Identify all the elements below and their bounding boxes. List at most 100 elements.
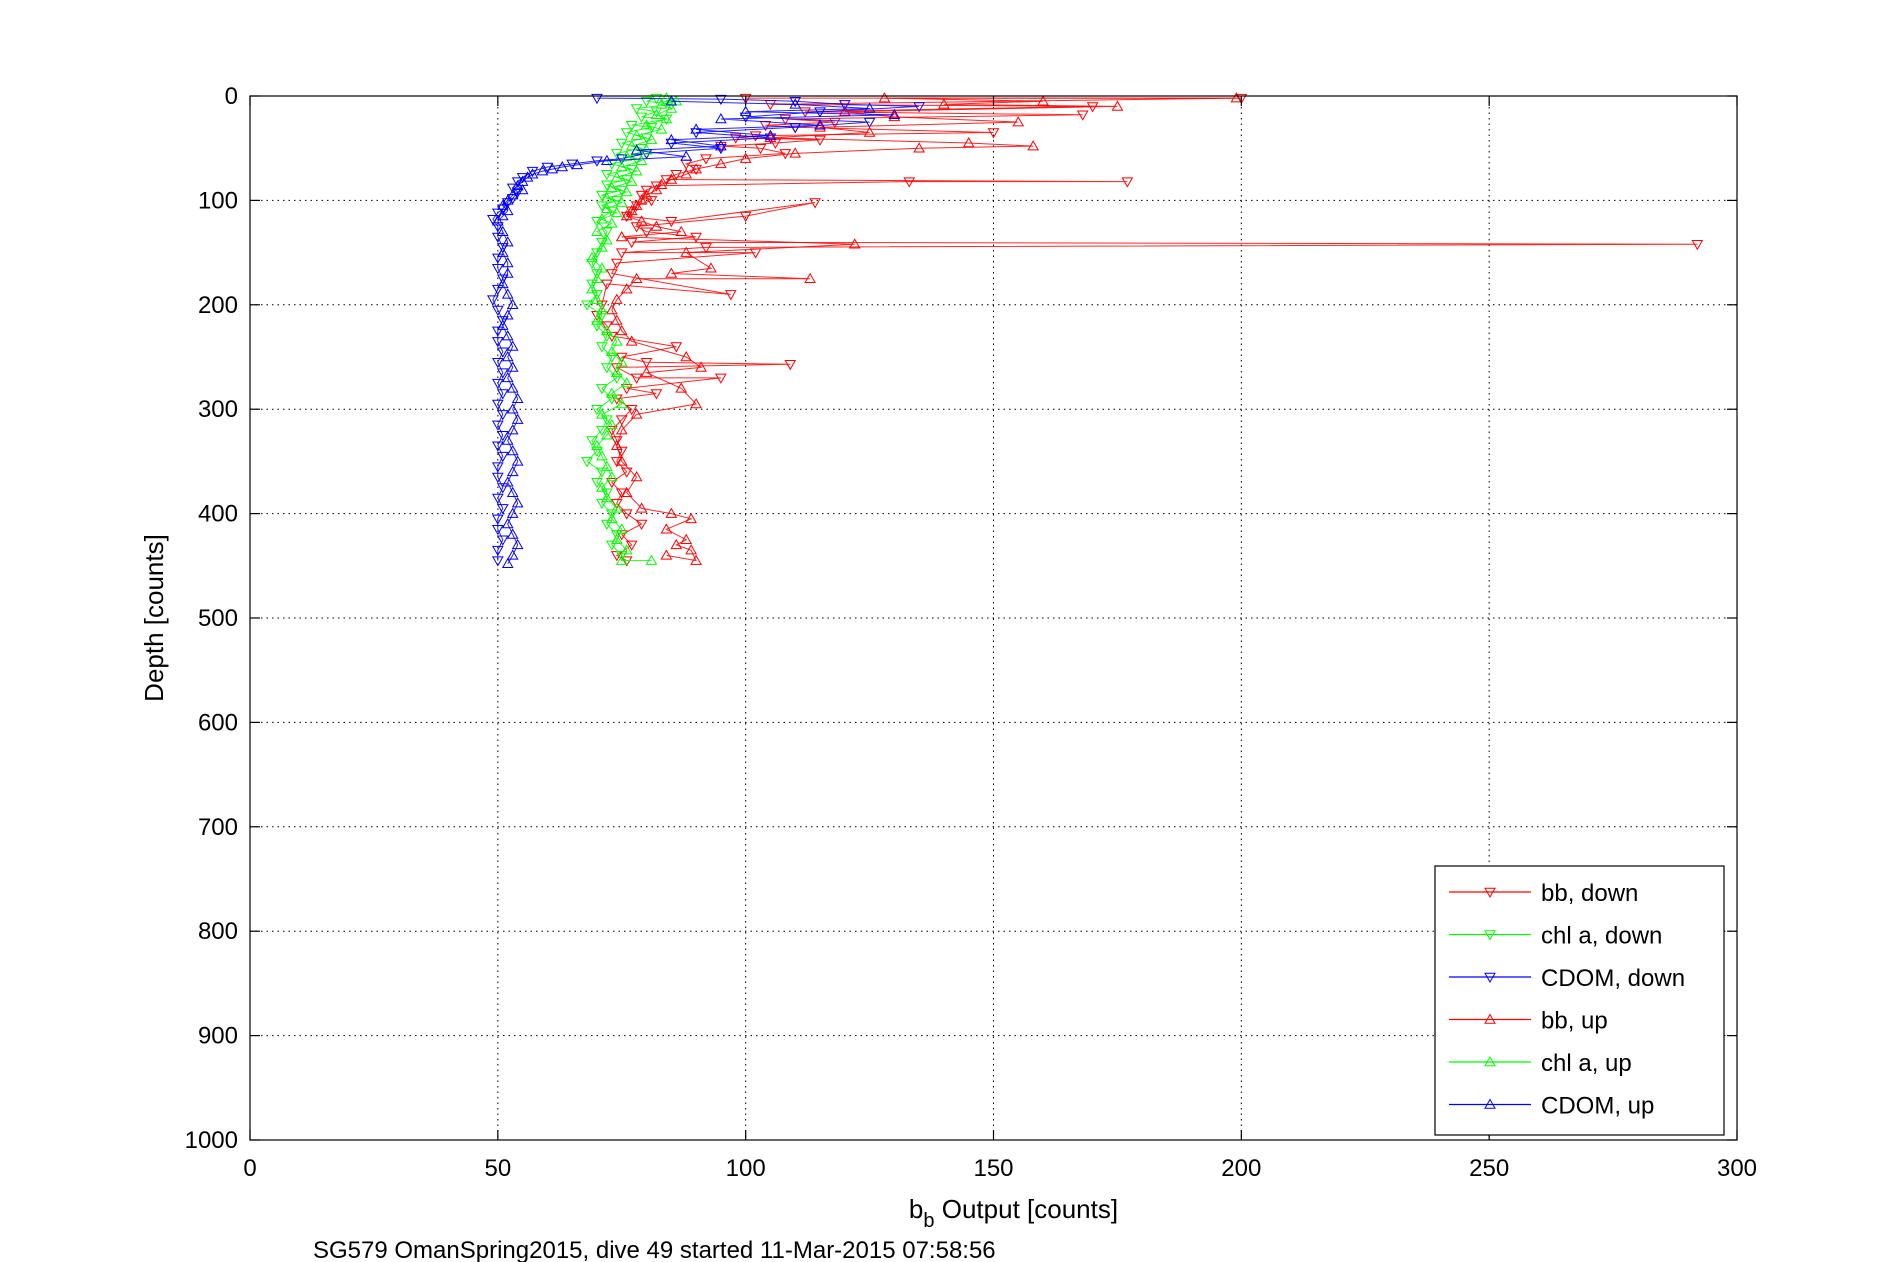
data-point (620, 377, 633, 388)
data-point (645, 133, 658, 145)
data-point (625, 175, 638, 186)
data-point (779, 114, 792, 125)
data-point (620, 467, 633, 478)
data-point (496, 246, 509, 257)
data-point (987, 128, 1000, 139)
x-tick-label: 100 (726, 1155, 766, 1182)
data-point (596, 213, 608, 224)
data-point (620, 384, 633, 395)
data-point (586, 251, 598, 263)
data-point (511, 413, 524, 424)
legend-marker (1484, 887, 1496, 899)
data-point (501, 288, 514, 299)
data-point (630, 201, 643, 212)
data-point (660, 112, 673, 124)
data-point (496, 535, 509, 546)
data-point (491, 525, 504, 536)
data-point (581, 300, 593, 311)
data-point (605, 269, 618, 280)
data-point (506, 382, 519, 393)
data-point (591, 272, 603, 283)
data-point (829, 117, 841, 129)
legend-item: bb, up (1449, 1008, 1608, 1035)
data-point (501, 518, 514, 529)
data-point (615, 455, 628, 466)
data-point (690, 232, 702, 243)
data-point (625, 204, 638, 216)
series-4 (586, 92, 683, 565)
data-point (511, 497, 524, 508)
data-point (630, 199, 643, 210)
legend-marker (1484, 930, 1496, 941)
legend-label: CDOM, up (1541, 1093, 1654, 1120)
data-point (640, 357, 653, 369)
data-point (1111, 100, 1124, 111)
data-point (739, 211, 752, 223)
data-point (491, 357, 504, 369)
data-point (491, 462, 504, 473)
legend-item: chl a, down (1449, 923, 1662, 950)
data-point (715, 112, 727, 124)
data-point (665, 267, 678, 278)
data-point (680, 350, 693, 362)
data-point (496, 368, 509, 379)
data-point (591, 93, 603, 105)
data-point (640, 185, 653, 196)
data-point (620, 556, 633, 567)
data-point (784, 360, 797, 371)
data-point (501, 330, 514, 341)
data-point (1691, 239, 1704, 251)
data-point (496, 277, 509, 289)
data-point (615, 160, 628, 172)
data-point (615, 446, 628, 457)
series-line (497, 100, 895, 564)
data-point (506, 549, 519, 560)
data-point (501, 236, 514, 247)
data-point (789, 147, 802, 158)
data-point (690, 164, 702, 176)
data-point (615, 397, 628, 409)
data-point (660, 175, 673, 186)
data-point (501, 371, 514, 383)
data-point (506, 298, 519, 310)
data-point (804, 272, 816, 283)
data-point (913, 142, 926, 153)
data-point (838, 105, 851, 116)
x-tick-label: 300 (1717, 1155, 1757, 1182)
data-point (601, 491, 613, 503)
data-point (591, 478, 603, 489)
data-point (705, 262, 717, 273)
data-point (635, 190, 648, 202)
data-point (620, 128, 633, 139)
data-point (650, 183, 663, 195)
data-point (690, 163, 702, 174)
data-point (501, 476, 514, 487)
y-tick-label: 800 (198, 918, 238, 945)
data-point (615, 248, 628, 259)
data-point (601, 321, 613, 332)
data-point (938, 98, 950, 109)
data-point (665, 507, 678, 518)
data-point (491, 232, 504, 243)
series-layer (487, 92, 1704, 568)
data-point (491, 420, 504, 431)
legend: bb, down chl a, down CDOM, down bb, up chl a… (1434, 865, 1725, 1136)
data-point (615, 554, 628, 565)
data-point (596, 467, 608, 478)
data-point (491, 514, 504, 525)
data-point (650, 108, 663, 120)
data-point (605, 478, 618, 489)
data-point (645, 554, 658, 565)
data-point (789, 96, 802, 108)
data-point (848, 238, 861, 249)
data-point (640, 96, 653, 108)
data-point (605, 471, 618, 482)
data-point (814, 121, 826, 132)
data-point (665, 217, 678, 228)
series-5 (491, 95, 901, 568)
data-point (620, 150, 633, 161)
data-point (1235, 93, 1248, 105)
data-point (863, 117, 876, 129)
data-point (605, 394, 618, 405)
data-point (601, 154, 613, 165)
